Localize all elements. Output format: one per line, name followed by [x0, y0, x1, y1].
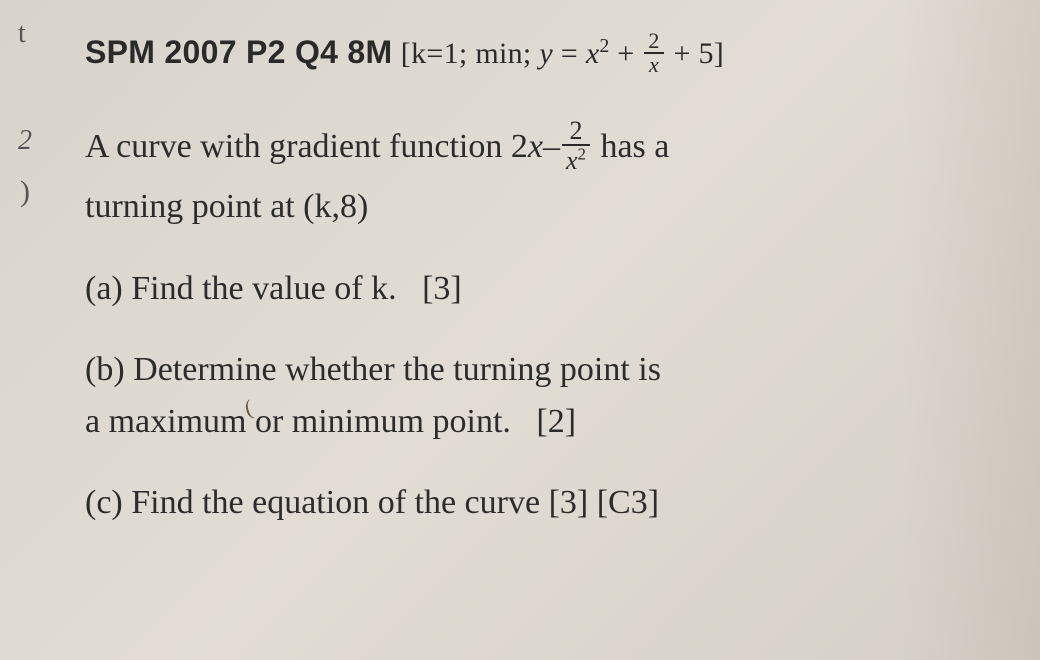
part-b: (b) Determine whether the turning point … [85, 344, 1000, 449]
fraction-2-over-x2: 2x2 [562, 117, 590, 176]
part-c: (c) Find the equation of the curve [3] [… [85, 477, 1000, 530]
part-a: (a) Find the value of k. [3] [85, 263, 1000, 316]
part-b-line1: (b) Determine whether the turning point … [85, 351, 661, 388]
part-a-marks: [3] [422, 270, 462, 307]
fraction-2-over-x: 2x [644, 30, 663, 76]
question-stem: A curve with gradient function 2x–2x2 ha… [85, 119, 1000, 235]
part-c-marks: [3] [C3] [549, 484, 659, 521]
margin-mark-t: t [18, 18, 26, 50]
exam-reference: SPM 2007 P2 Q4 8M [85, 34, 392, 70]
question-title: SPM 2007 P2 Q4 8M [k=1; min; y = x2 + 2x… [85, 30, 1000, 79]
part-b-marks: [2] [536, 403, 576, 440]
margin-mark-bracket: ) [20, 175, 30, 209]
answer-hint: [k=1; min; y = x2 + 2x + 5] [401, 37, 724, 70]
part-a-text: (a) Find the value of k. [85, 270, 397, 307]
margin-mark-2: 2 [18, 125, 32, 157]
page-shadow [900, 0, 1040, 660]
part-b-line2: a maximum or minimum point. [85, 403, 511, 440]
part-c-text: (c) Find the equation of the curve [85, 484, 540, 521]
